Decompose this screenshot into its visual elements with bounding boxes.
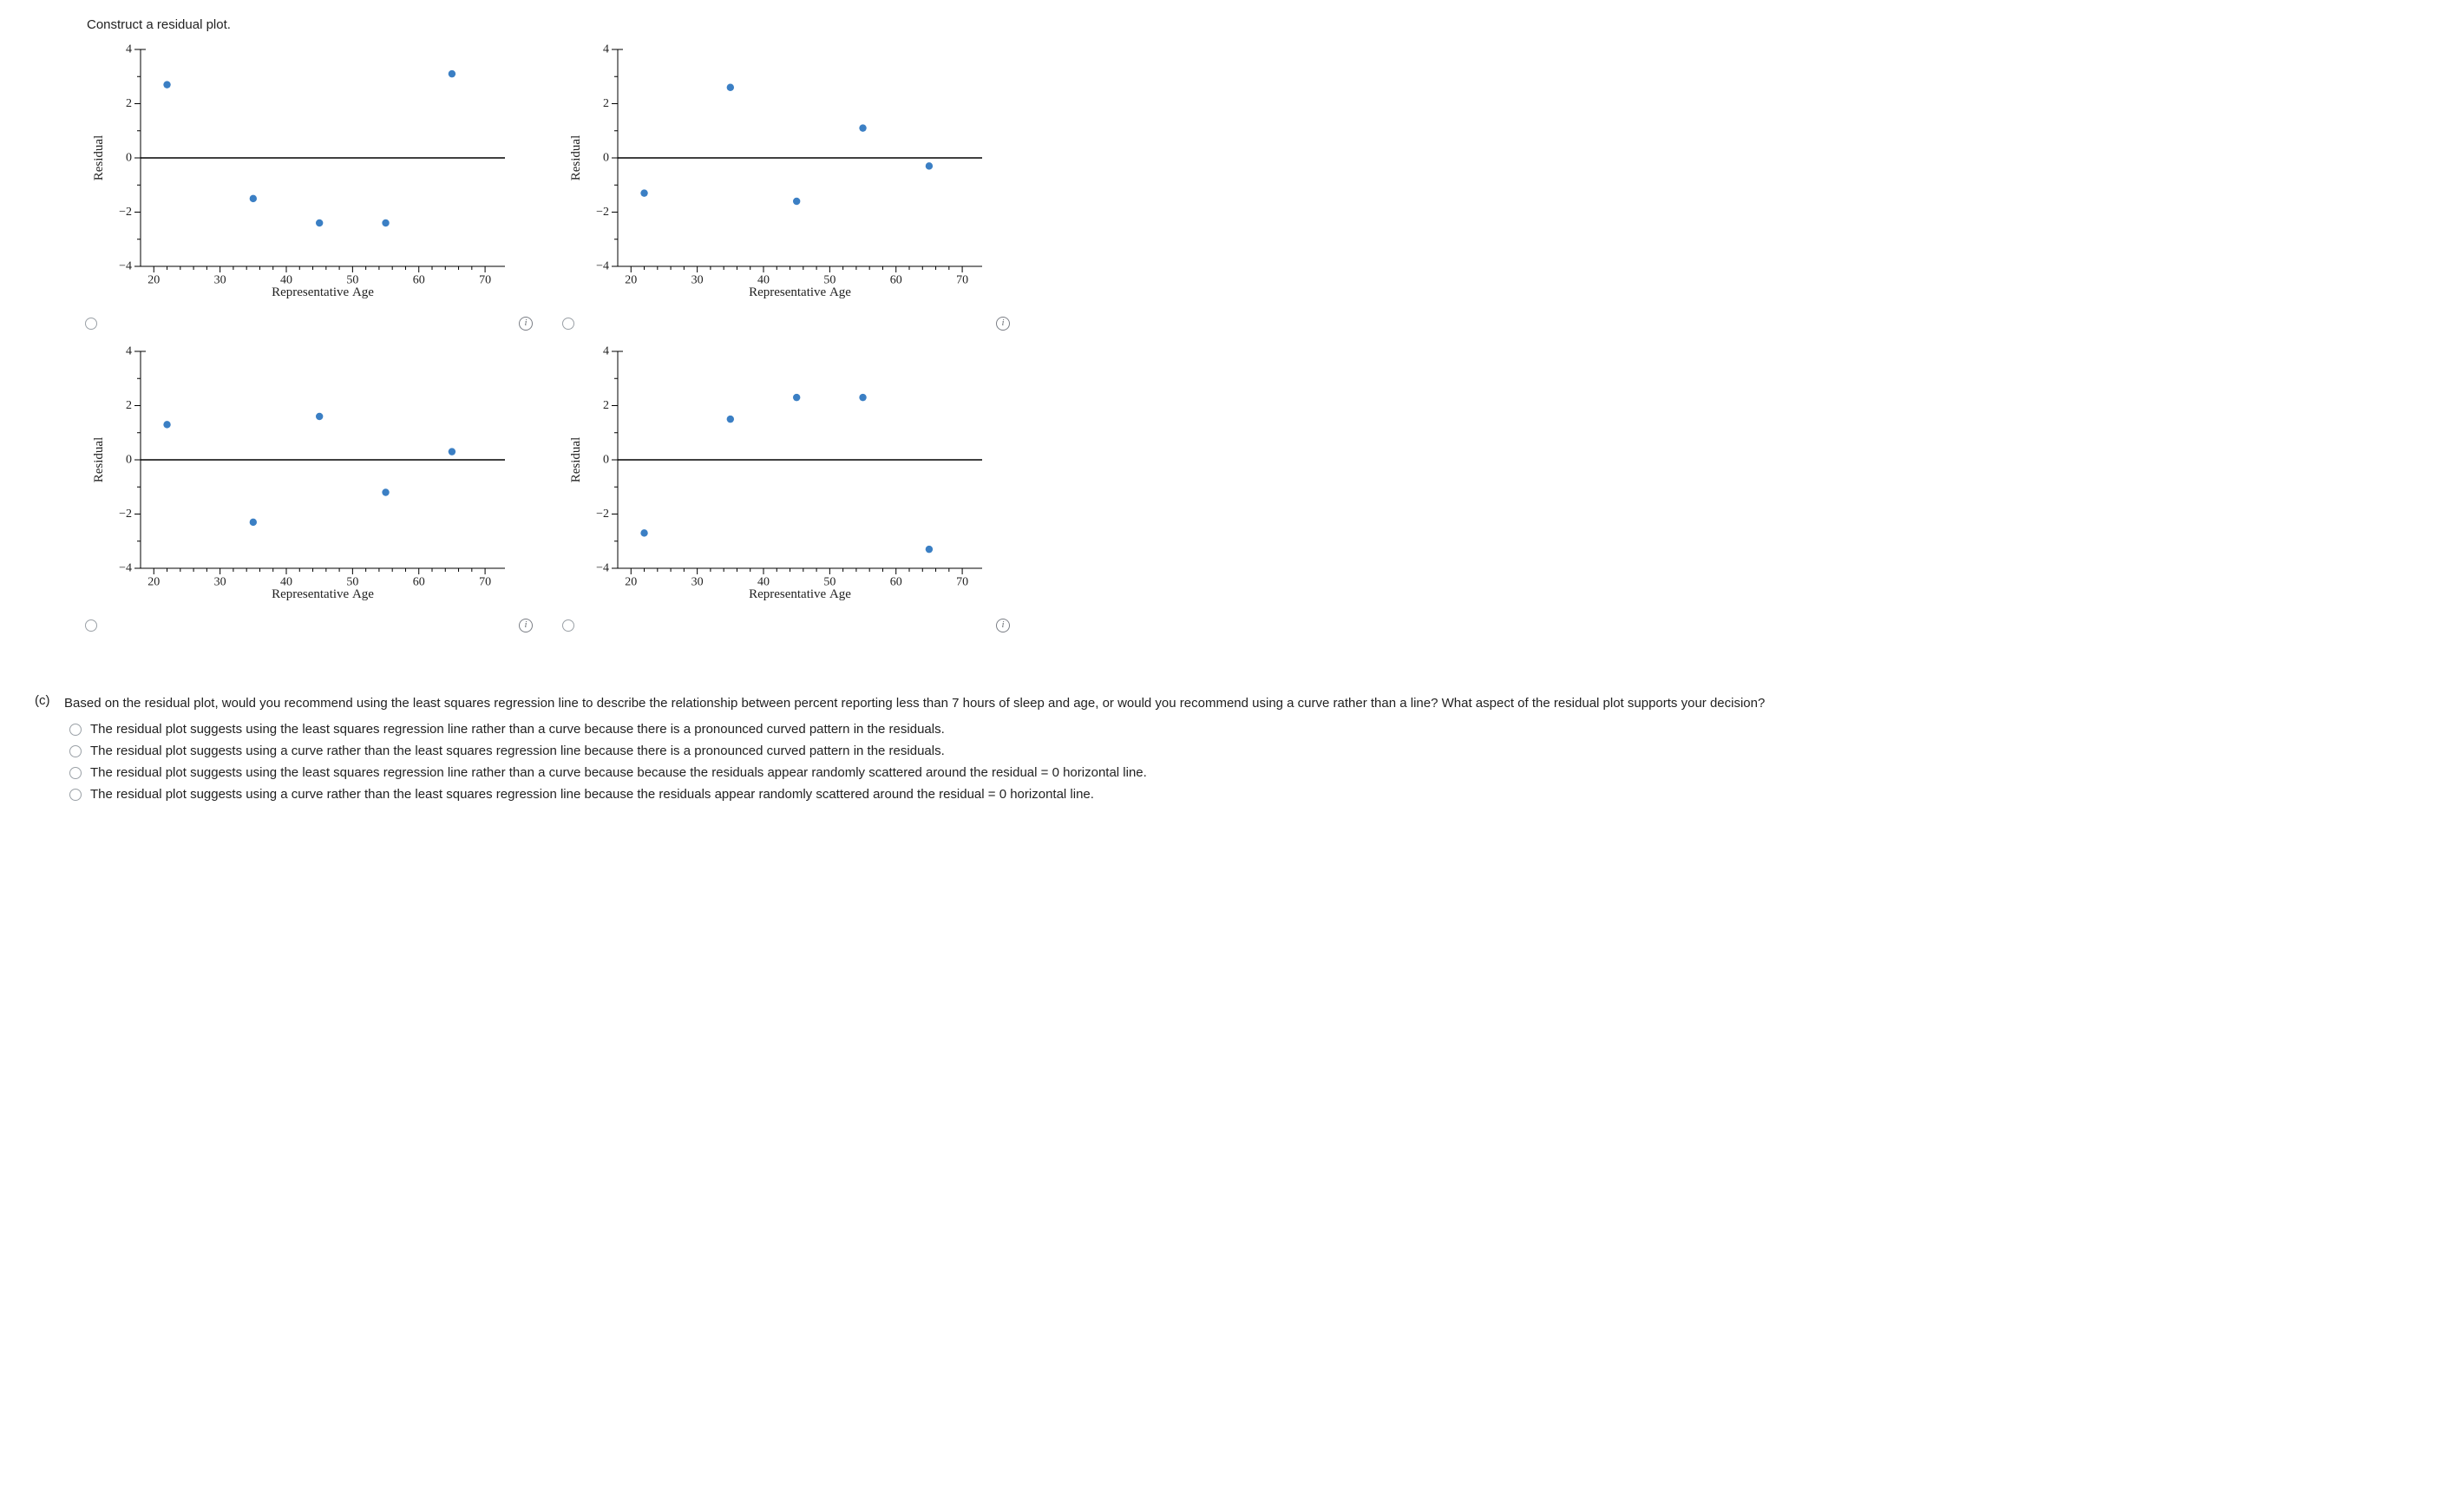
- charts-grid: i i i i: [78, 44, 2429, 632]
- info-icon[interactable]: i: [996, 317, 1010, 331]
- instruction-text: Construct a residual plot.: [87, 17, 2429, 32]
- residual-chart: [78, 44, 510, 311]
- option-text: The residual plot suggests using a curve…: [90, 744, 945, 758]
- chart-cell-2: i: [78, 346, 538, 632]
- option-radio[interactable]: [69, 767, 82, 779]
- option-text: The residual plot suggests using the lea…: [90, 722, 945, 737]
- info-icon[interactable]: i: [996, 619, 1010, 632]
- option-radio[interactable]: [69, 789, 82, 801]
- option-radio[interactable]: [69, 724, 82, 736]
- answer-option[interactable]: The residual plot suggests using the lea…: [69, 765, 2429, 780]
- chart-option-radio[interactable]: [562, 619, 574, 632]
- option-text: The residual plot suggests using a curve…: [90, 787, 1094, 802]
- option-radio[interactable]: [69, 745, 82, 757]
- question-text: Based on the residual plot, would you re…: [64, 693, 1765, 713]
- chart-option-radio[interactable]: [85, 619, 97, 632]
- answer-option[interactable]: The residual plot suggests using the lea…: [69, 722, 2429, 737]
- info-icon[interactable]: i: [519, 619, 533, 632]
- chart-option-radio[interactable]: [85, 318, 97, 330]
- answer-option[interactable]: The residual plot suggests using a curve…: [69, 787, 2429, 802]
- residual-chart: [555, 44, 987, 311]
- residual-chart: [78, 346, 510, 613]
- answer-options: The residual plot suggests using the lea…: [69, 722, 2429, 802]
- residual-chart: [555, 346, 987, 613]
- chart-option-radio[interactable]: [562, 318, 574, 330]
- question-block: (c) Based on the residual plot, would yo…: [35, 693, 2429, 802]
- answer-option[interactable]: The residual plot suggests using a curve…: [69, 744, 2429, 758]
- option-text: The residual plot suggests using the lea…: [90, 765, 1147, 780]
- chart-cell-3: i: [555, 346, 1015, 632]
- chart-cell-0: i: [78, 44, 538, 331]
- info-icon[interactable]: i: [519, 317, 533, 331]
- question-label: (c): [35, 693, 52, 708]
- chart-cell-1: i: [555, 44, 1015, 331]
